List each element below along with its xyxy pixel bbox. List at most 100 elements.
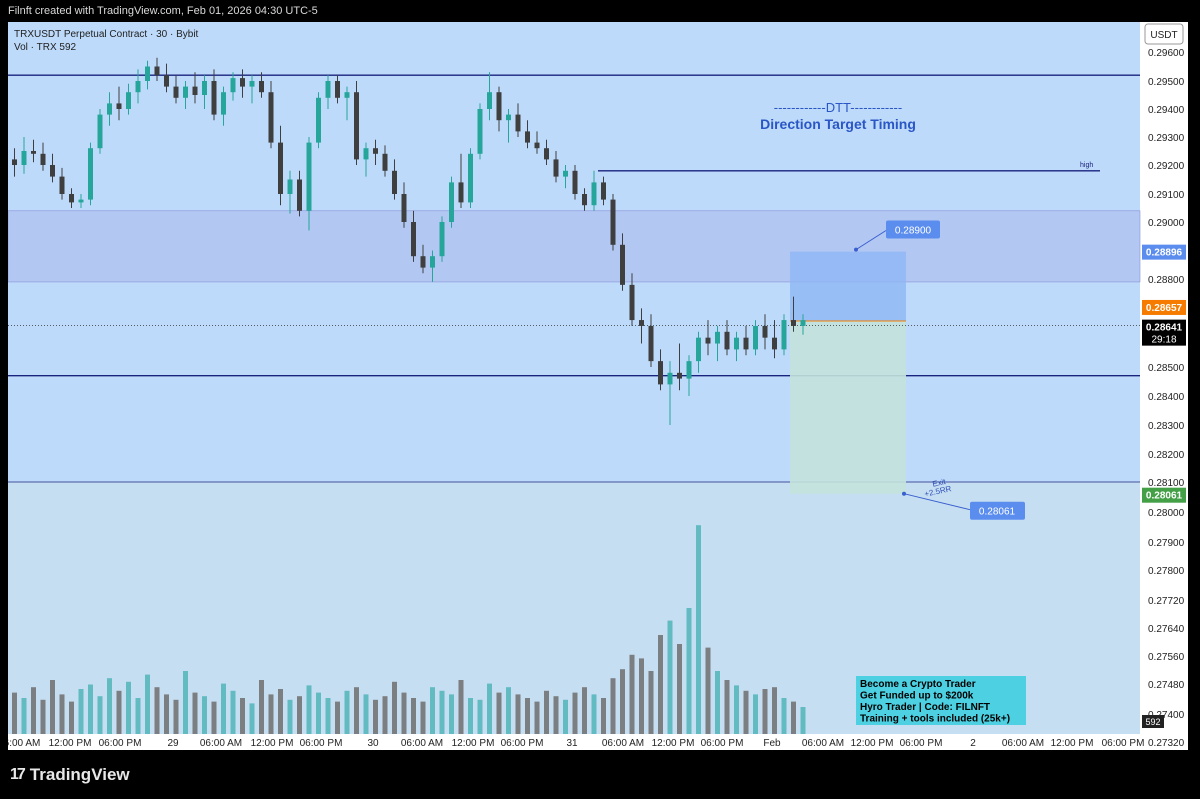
volume-bar [667, 620, 673, 734]
volume-bar [240, 698, 245, 734]
currency-button[interactable] [1144, 23, 1184, 45]
volume-bar [259, 680, 264, 734]
candle-body [791, 320, 796, 326]
x-tick-label: 12:00 PM [652, 738, 695, 749]
volume-bar [705, 647, 711, 734]
y-tick-label: 0.27800 [1148, 566, 1185, 577]
x-tick-label: 2 [970, 738, 976, 749]
legend-symbol: TRXUSDT Perpetual Contract · 30 · Bybit [14, 29, 199, 40]
candle-body [458, 182, 464, 203]
x-tick-label: 12:00 PM [1051, 738, 1094, 749]
candle-body [50, 165, 55, 177]
candle-body [88, 148, 93, 200]
volume-bar [268, 694, 274, 734]
price-label-volume: 592 [1145, 717, 1160, 727]
candle-body [126, 92, 131, 109]
candle-body [373, 148, 378, 154]
x-tick-label: 12:00 PM [452, 738, 495, 749]
candle-body [145, 66, 150, 81]
candle-body [525, 131, 530, 143]
candle-body [107, 103, 112, 115]
candle-body [268, 92, 274, 143]
candle-body [439, 222, 445, 257]
volume-bar [781, 698, 787, 734]
stop-callout-value: 0.28061 [979, 507, 1016, 518]
chart-canvas[interactable]: 0.289000.28061Exit+2.5RRhigh------------… [8, 22, 1188, 750]
candle-body [230, 78, 236, 93]
candle-body [69, 194, 74, 203]
candle-body [354, 92, 359, 160]
candle-body [696, 337, 701, 362]
candle-body [781, 320, 787, 350]
promo-line: Become a Crypto Trader [860, 679, 976, 690]
price-label-entry-bg [1142, 299, 1186, 315]
footer-bar [0, 750, 1200, 799]
volume-bar [183, 671, 188, 734]
candle-body [192, 86, 198, 95]
price-label-volume-bg [1142, 715, 1164, 728]
volume-bar [306, 685, 312, 734]
y-tick-label: 0.28400 [1148, 392, 1185, 403]
x-tick-label: 06:00 AM [401, 738, 443, 749]
price-chart[interactable]: 0.28900 0.28061 Exit +2.5RR high ------------… [8, 22, 1188, 750]
candle-body [734, 337, 739, 350]
candle-body [287, 179, 293, 194]
candle-body [772, 337, 777, 350]
volume-bar [525, 698, 530, 734]
volume-bar [344, 690, 350, 734]
target-callout-value: 0.28900 [895, 226, 932, 237]
y-tick-label: 0.29600 [1148, 48, 1185, 59]
price-axis-background [1140, 22, 1188, 750]
volume-bar [715, 671, 720, 734]
promo-line: Get Funded up to $200k [860, 691, 974, 702]
promo-line: Hyro Trader | Code: FILNFT [860, 702, 990, 713]
x-tick-label: 12:00 PM [851, 738, 894, 749]
volume-bar [420, 701, 426, 734]
x-tick-label: 06:00 AM [602, 738, 644, 749]
candle-body [278, 142, 283, 194]
candle-body [173, 86, 179, 98]
volume-bar [458, 680, 464, 734]
volume-bar [382, 696, 388, 734]
y-tick-label: 0.27320 [1148, 738, 1185, 749]
x-tick-label: Feb [763, 738, 781, 749]
volume-bar [354, 687, 359, 734]
candle-body [392, 170, 397, 194]
y-tick-label: 0.28300 [1148, 421, 1185, 432]
volume-bar [335, 701, 340, 734]
candle-body [420, 256, 426, 268]
y-tick-label: 0.29100 [1148, 190, 1185, 201]
volume-bar [496, 692, 502, 734]
y-tick-label: 0.27640 [1148, 624, 1185, 635]
volume-bar [449, 694, 454, 734]
x-tick-label: 06:00 PM [1102, 738, 1145, 749]
volume-bar [772, 687, 777, 734]
candle-body [506, 114, 511, 121]
volume-bar [154, 687, 160, 734]
candle-body [344, 92, 350, 98]
x-tick-label: 6:00 AM [8, 738, 40, 749]
candle-body [40, 153, 46, 165]
volume-bar [563, 699, 568, 734]
volume-bar [363, 694, 369, 734]
y-tick-label: 0.29500 [1148, 77, 1185, 88]
volume-bar [724, 680, 730, 734]
volume-bar [31, 687, 36, 734]
candle-body [487, 92, 492, 109]
volume-bar [287, 699, 293, 734]
candle-body [610, 199, 616, 245]
candle-body [667, 372, 673, 385]
candle-body [496, 92, 502, 121]
time-axis-background [8, 734, 1140, 750]
volume-bar [477, 699, 483, 734]
candle-body [553, 159, 559, 177]
volume-bar [135, 698, 141, 734]
volume-bar [107, 678, 112, 734]
candle-body [582, 194, 587, 206]
y-tick-label: 0.27480 [1148, 680, 1185, 691]
candle-body [325, 81, 331, 98]
candle-body [316, 97, 321, 143]
volume-bar [297, 696, 302, 734]
x-tick-label: 12:00 PM [49, 738, 92, 749]
candle-body [601, 182, 606, 200]
